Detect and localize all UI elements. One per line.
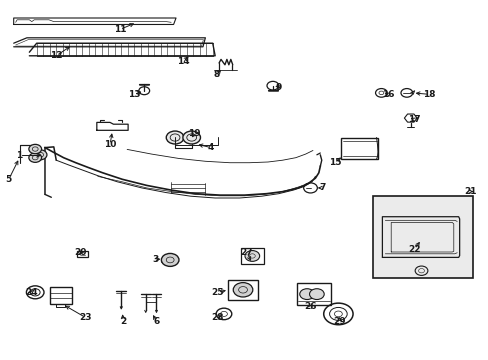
- Text: 19: 19: [188, 129, 201, 138]
- Text: 5: 5: [6, 175, 12, 184]
- Text: 21: 21: [463, 187, 476, 196]
- Bar: [341, 138, 377, 159]
- Circle shape: [29, 153, 41, 162]
- Text: 1: 1: [17, 151, 22, 160]
- Text: 3: 3: [152, 255, 158, 264]
- Text: 22: 22: [407, 245, 420, 253]
- Circle shape: [33, 150, 47, 160]
- Text: 15: 15: [328, 158, 341, 167]
- Bar: [297, 283, 330, 305]
- Text: 25: 25: [211, 288, 224, 297]
- Text: 14: 14: [177, 57, 189, 66]
- Text: 2: 2: [120, 317, 126, 325]
- Circle shape: [233, 283, 252, 297]
- Bar: [77, 251, 88, 257]
- Bar: [50, 287, 72, 304]
- Text: 6: 6: [153, 317, 159, 325]
- Circle shape: [161, 253, 179, 266]
- Text: 23: 23: [79, 313, 92, 322]
- Text: 10: 10: [103, 140, 116, 149]
- Bar: [372, 196, 472, 278]
- Circle shape: [183, 131, 200, 144]
- Bar: [227, 280, 258, 300]
- Text: 18: 18: [422, 90, 435, 99]
- Text: 4: 4: [207, 143, 214, 152]
- Text: 12: 12: [50, 51, 62, 60]
- Circle shape: [309, 289, 324, 300]
- Text: 8: 8: [213, 71, 219, 79]
- Bar: [240, 248, 264, 264]
- Text: 16: 16: [382, 90, 394, 99]
- Text: 29: 29: [333, 317, 346, 325]
- Text: 13: 13: [128, 90, 141, 99]
- Text: 17: 17: [407, 115, 420, 124]
- Circle shape: [299, 289, 314, 300]
- Circle shape: [166, 131, 183, 144]
- Text: 11: 11: [113, 25, 126, 34]
- Text: 7: 7: [319, 184, 325, 192]
- Text: 9: 9: [275, 83, 282, 91]
- Text: 27: 27: [240, 248, 253, 257]
- Text: 26: 26: [304, 302, 316, 311]
- Text: 20: 20: [74, 248, 87, 257]
- Circle shape: [244, 251, 259, 261]
- Text: 28: 28: [211, 313, 224, 322]
- Text: 24: 24: [25, 288, 38, 297]
- Circle shape: [29, 144, 41, 154]
